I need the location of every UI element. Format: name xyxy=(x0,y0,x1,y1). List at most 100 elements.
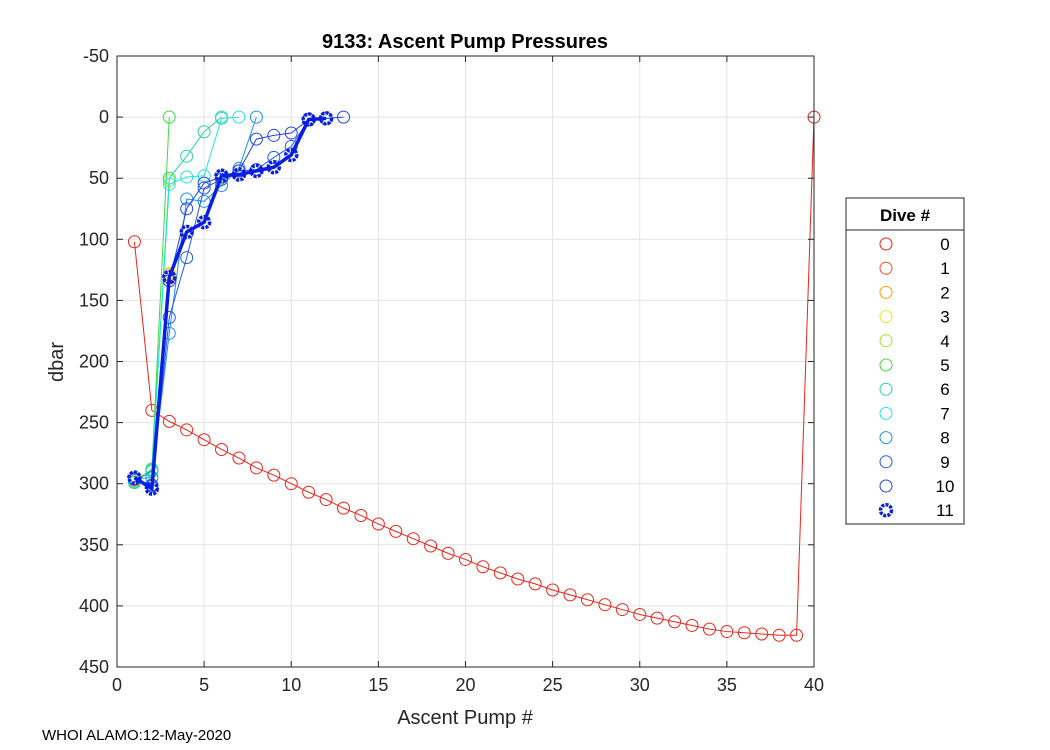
data-point xyxy=(563,588,577,602)
x-tick-label: 15 xyxy=(368,675,388,695)
data-point xyxy=(197,125,211,139)
data-point xyxy=(441,546,455,560)
data-point xyxy=(267,128,281,142)
legend-entry-label: 0 xyxy=(940,235,949,254)
x-tick-label: 5 xyxy=(199,675,209,695)
y-tick-label: 0 xyxy=(99,107,109,127)
data-point xyxy=(720,625,734,639)
data-point xyxy=(214,168,229,184)
legend-marker xyxy=(879,406,893,420)
legend-title: Dive # xyxy=(880,206,931,225)
data-point xyxy=(180,423,194,437)
chart-title: 9133: Ascent Pump Pressures xyxy=(322,31,608,53)
legend-entry-label: 8 xyxy=(940,429,949,448)
y-tick-label: 300 xyxy=(79,474,109,494)
data-point xyxy=(319,493,333,507)
y-tick-label: 100 xyxy=(79,229,109,249)
data-point xyxy=(650,611,664,625)
data-point xyxy=(231,167,247,182)
x-tick-label: 35 xyxy=(717,675,737,695)
data-point xyxy=(790,628,804,642)
data-point xyxy=(633,607,647,621)
y-tick-label: -50 xyxy=(83,46,109,66)
data-point xyxy=(284,477,298,491)
data-point xyxy=(197,181,211,195)
y-tick-label: 450 xyxy=(79,657,109,677)
data-point xyxy=(232,110,246,124)
legend-entry-label: 1 xyxy=(940,259,949,278)
data-point xyxy=(162,269,177,285)
data-point xyxy=(249,110,263,124)
data-point xyxy=(162,414,176,428)
ticks: 0 5 10 15 20 25 30 35 40 -50 0 50 100 150 200 250 300 350… xyxy=(79,46,824,695)
series-0 xyxy=(127,110,821,642)
data-point xyxy=(772,628,786,642)
data-point xyxy=(162,110,176,124)
data-point xyxy=(476,560,490,574)
data-point xyxy=(668,615,682,629)
legend-entry-label: 4 xyxy=(940,332,949,351)
legend-entry-label: 2 xyxy=(940,283,949,302)
series-layer xyxy=(127,110,821,642)
legend-entry-label: 3 xyxy=(940,308,949,327)
data-point xyxy=(702,622,716,636)
legend-marker xyxy=(879,455,893,469)
data-point xyxy=(424,539,438,553)
x-tick-label: 40 xyxy=(804,675,824,695)
data-point xyxy=(196,214,212,230)
data-point xyxy=(389,524,403,538)
data-point xyxy=(302,485,316,499)
legend-box xyxy=(845,197,965,525)
data-point xyxy=(180,149,194,163)
x-axis-label: Ascent Pump # xyxy=(397,707,534,729)
data-point xyxy=(249,132,263,146)
data-point xyxy=(580,593,594,607)
legend-marker xyxy=(879,310,893,324)
data-point xyxy=(197,176,211,190)
data-point xyxy=(215,442,229,456)
x-tick-label: 30 xyxy=(630,675,650,695)
data-point xyxy=(180,192,194,206)
legend-marker xyxy=(879,285,893,299)
data-point xyxy=(615,603,629,617)
data-point xyxy=(493,566,507,580)
legend-entry-label: 5 xyxy=(940,356,949,375)
data-point xyxy=(162,177,176,191)
data-point xyxy=(546,583,560,597)
data-point xyxy=(249,163,264,179)
data-point xyxy=(301,112,316,127)
y-axis-label: dbar xyxy=(46,342,68,382)
y-tick-label: 250 xyxy=(79,413,109,433)
data-point xyxy=(266,159,282,175)
data-point xyxy=(337,110,351,124)
data-point xyxy=(685,618,699,632)
y-tick-label: 200 xyxy=(79,352,109,372)
data-point xyxy=(598,598,612,612)
data-point xyxy=(127,470,142,485)
legend-marker xyxy=(879,237,893,251)
footer-note: WHOI ALAMO:12-May-2020 xyxy=(42,727,232,744)
x-tick-label: 0 xyxy=(112,675,122,695)
y-tick-label: 400 xyxy=(79,596,109,616)
legend: Dive # 0 1 2 3 4 5 6 7 8 9 10 11 xyxy=(845,197,965,525)
legend-marker xyxy=(878,502,894,518)
data-point xyxy=(127,235,141,249)
legend-entry-label: 6 xyxy=(940,380,949,399)
data-point xyxy=(406,532,420,546)
data-point xyxy=(180,170,194,184)
y-tick-label: 150 xyxy=(79,290,109,310)
legend-entry-label: 10 xyxy=(936,477,955,496)
x-tick-label: 10 xyxy=(281,675,301,695)
series-11 xyxy=(127,111,334,496)
data-point xyxy=(162,311,176,325)
data-point xyxy=(179,224,194,240)
y-tick-label: 350 xyxy=(79,535,109,555)
data-point xyxy=(459,552,472,566)
legend-marker xyxy=(879,382,893,396)
data-point xyxy=(180,202,194,216)
legend-entry-label: 7 xyxy=(940,404,949,423)
data-point xyxy=(354,508,368,522)
data-point xyxy=(737,626,751,640)
x-tick-label: 25 xyxy=(543,675,563,695)
